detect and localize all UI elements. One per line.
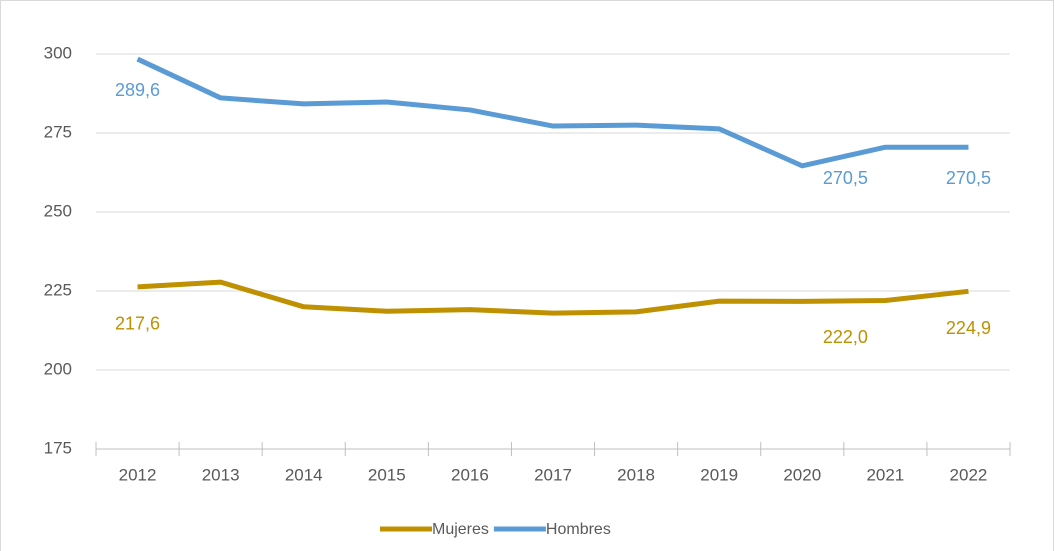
x-tick-label: 2021	[866, 465, 904, 484]
legend-label: Hombres	[546, 521, 611, 538]
y-tick-label: 225	[44, 280, 72, 299]
x-tick-label: 2014	[285, 465, 323, 484]
x-tick-label: 2018	[617, 465, 655, 484]
line-series	[137, 279, 969, 316]
data-annotation: 222,0	[823, 327, 868, 347]
x-tick-label: 2019	[700, 465, 738, 484]
x-tick-label: 2017	[534, 465, 572, 484]
x-tick-label: 2015	[368, 465, 406, 484]
y-tick-label: 300	[44, 43, 72, 62]
x-tick-label: 2016	[451, 465, 489, 484]
y-tick-label: 200	[44, 359, 72, 378]
data-annotation: 217,6	[115, 314, 160, 334]
data-annotation: 270,5	[823, 168, 868, 188]
y-tick-label: 175	[44, 438, 72, 457]
data-annotation: 270,5	[946, 168, 991, 188]
y-tick-label: 275	[44, 122, 72, 141]
x-tick-label: 2013	[202, 465, 240, 484]
line-series	[136, 56, 969, 169]
x-tick-label: 2020	[783, 465, 821, 484]
data-annotation: 224,9	[946, 318, 991, 338]
y-tick-label: 250	[44, 201, 72, 220]
legend-label: Mujeres	[432, 521, 489, 538]
data-annotation: 289,6	[115, 80, 160, 100]
x-tick-label: 2022	[950, 465, 988, 484]
x-tick-label: 2012	[119, 465, 157, 484]
